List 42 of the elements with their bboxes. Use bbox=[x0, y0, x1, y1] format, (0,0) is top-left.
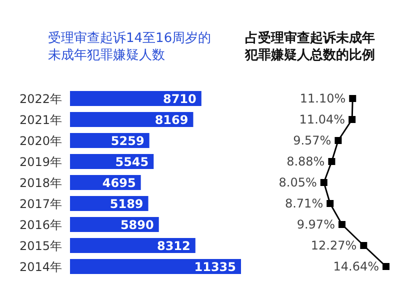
point bbox=[328, 158, 336, 165]
point bbox=[326, 200, 334, 207]
data-label: 12.27% bbox=[310, 238, 357, 252]
data-label: 4695 bbox=[102, 176, 136, 190]
data-label: 8.71% bbox=[284, 196, 324, 210]
bar bbox=[70, 238, 196, 253]
data-label: 5189 bbox=[110, 196, 144, 211]
y-tick-label: 2017年 bbox=[19, 196, 62, 211]
bar bbox=[70, 91, 202, 106]
data-label: 5545 bbox=[115, 154, 149, 169]
point bbox=[360, 242, 368, 249]
y-tick-label: 2019年 bbox=[19, 154, 62, 169]
data-label: 8.88% bbox=[286, 154, 325, 168]
data-label: 14.64% bbox=[333, 260, 379, 274]
data-label: 8.05% bbox=[278, 176, 317, 190]
chart-title: 占受理审查起诉未成年犯罪嫌疑人总数的比例 bbox=[245, 30, 376, 64]
y-tick-label: 2021年 bbox=[19, 112, 62, 127]
bar bbox=[70, 112, 194, 127]
point bbox=[348, 116, 356, 123]
data-label: 8169 bbox=[154, 112, 188, 127]
data-label: 9.57% bbox=[293, 134, 332, 148]
data-label: 9.97% bbox=[296, 218, 335, 232]
data-label: 11335 bbox=[194, 260, 236, 274]
y-tick-label: 2018年 bbox=[19, 176, 62, 190]
data-label: 11.10% bbox=[300, 92, 346, 106]
bar bbox=[70, 259, 241, 274]
data-label: 5259 bbox=[110, 134, 144, 148]
data-label: 8710 bbox=[162, 92, 196, 106]
y-tick-label: 2020年 bbox=[19, 134, 62, 148]
y-tick-label: 2015年 bbox=[19, 238, 62, 253]
data-label: 8312 bbox=[156, 238, 190, 253]
point bbox=[349, 95, 356, 102]
y-tick-label: 2016年 bbox=[19, 218, 62, 232]
data-label: 5890 bbox=[120, 218, 154, 232]
chart-title: 受理审查起诉14至16周岁的未成年犯罪嫌疑人数 bbox=[48, 30, 212, 64]
data-label: 11.04% bbox=[299, 112, 346, 126]
point bbox=[338, 221, 346, 228]
point bbox=[334, 137, 342, 144]
point bbox=[382, 263, 390, 270]
y-tick-label: 2014年 bbox=[19, 260, 62, 274]
y-tick-label: 2022年 bbox=[19, 92, 62, 106]
point bbox=[320, 179, 328, 186]
